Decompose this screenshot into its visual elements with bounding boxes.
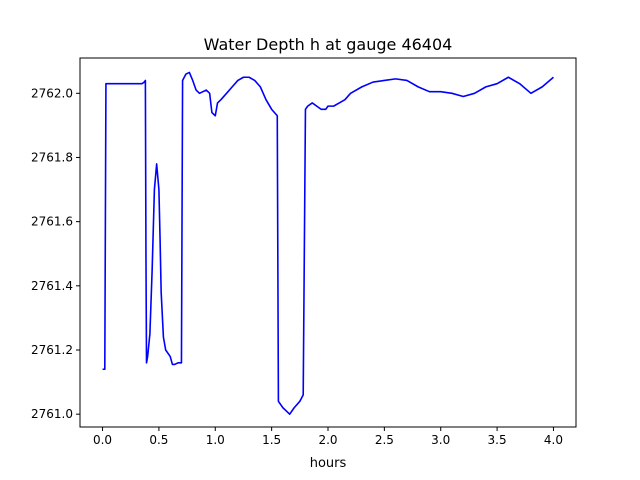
x-tick-label: 3.0 bbox=[431, 433, 450, 447]
x-tick-label: 2.0 bbox=[318, 433, 337, 447]
y-tick-label: 2761.0 bbox=[31, 407, 73, 421]
axes-frame bbox=[79, 57, 577, 428]
x-tick-label: 2.5 bbox=[375, 433, 394, 447]
x-tick-label: 0.0 bbox=[93, 433, 112, 447]
series-line bbox=[102, 71, 554, 415]
y-tick-label: 2762.0 bbox=[31, 86, 73, 100]
x-axis: 0.0 0.5 1.0 1.5 2.0 2.5 3.0 3.5 4.0 bbox=[93, 427, 563, 447]
x-tick-label: 3.5 bbox=[488, 433, 507, 447]
x-tick-label: 1.5 bbox=[262, 433, 281, 447]
plot-area bbox=[102, 71, 554, 415]
x-axis-label: hours bbox=[310, 456, 347, 471]
x-tick-label: 1.0 bbox=[206, 433, 225, 447]
y-tick-label: 2761.2 bbox=[31, 343, 73, 357]
chart-title: Water Depth h at gauge 46404 bbox=[204, 35, 453, 54]
x-tick-label: 4.0 bbox=[544, 433, 563, 447]
y-tick-label: 2761.6 bbox=[31, 215, 73, 229]
y-tick-label: 2761.8 bbox=[31, 150, 73, 164]
x-tick-label: 0.5 bbox=[149, 433, 168, 447]
y-tick-label: 2761.4 bbox=[31, 279, 73, 293]
y-axis: 2761.0 2761.2 2761.4 2761.6 2761.8 2762.0 bbox=[31, 86, 80, 421]
